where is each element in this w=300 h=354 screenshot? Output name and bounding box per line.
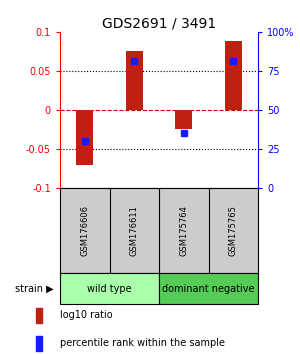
- Text: GSM176606: GSM176606: [80, 205, 89, 256]
- Text: GSM176611: GSM176611: [130, 205, 139, 256]
- Bar: [36, 308, 42, 323]
- Text: log10 ratio: log10 ratio: [60, 310, 112, 320]
- Bar: [60, 273, 159, 304]
- Title: GDS2691 / 3491: GDS2691 / 3491: [102, 17, 216, 31]
- Text: strain ▶: strain ▶: [15, 284, 54, 293]
- Text: GSM175765: GSM175765: [229, 205, 238, 256]
- Bar: [126, 51, 143, 110]
- Bar: [36, 336, 42, 350]
- Text: dominant negative: dominant negative: [162, 284, 255, 293]
- Point: [231, 59, 236, 64]
- Bar: [175, 110, 192, 129]
- Bar: [76, 110, 93, 165]
- Bar: [159, 273, 258, 304]
- Point: [182, 130, 186, 136]
- Bar: [225, 41, 242, 110]
- Point: [132, 59, 137, 64]
- Text: GSM175764: GSM175764: [179, 205, 188, 256]
- Text: percentile rank within the sample: percentile rank within the sample: [60, 338, 225, 348]
- Text: wild type: wild type: [87, 284, 132, 293]
- Point: [82, 138, 87, 144]
